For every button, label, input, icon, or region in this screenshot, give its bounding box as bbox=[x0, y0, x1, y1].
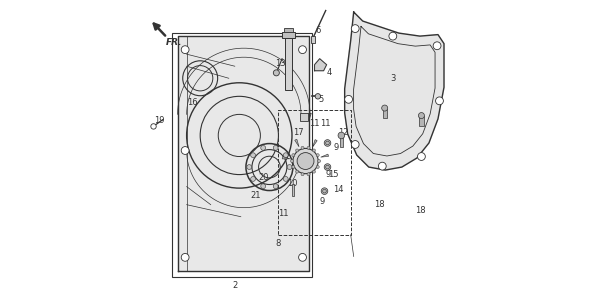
Circle shape bbox=[301, 146, 304, 149]
Circle shape bbox=[287, 165, 292, 169]
Circle shape bbox=[297, 153, 314, 169]
Text: 3: 3 bbox=[390, 74, 395, 83]
Polygon shape bbox=[178, 36, 309, 271]
Circle shape bbox=[299, 253, 306, 261]
Polygon shape bbox=[345, 12, 444, 170]
Circle shape bbox=[283, 176, 288, 181]
Circle shape bbox=[273, 184, 278, 189]
Text: 9: 9 bbox=[326, 170, 331, 179]
Circle shape bbox=[418, 113, 424, 119]
Text: 15: 15 bbox=[328, 170, 339, 179]
Circle shape bbox=[290, 160, 293, 163]
Text: 20: 20 bbox=[258, 173, 268, 182]
Text: 19: 19 bbox=[154, 116, 164, 125]
Text: 5: 5 bbox=[318, 95, 323, 104]
Circle shape bbox=[292, 154, 295, 157]
Circle shape bbox=[418, 153, 425, 160]
Text: 13: 13 bbox=[274, 59, 285, 68]
Circle shape bbox=[247, 165, 252, 169]
Text: 10: 10 bbox=[287, 179, 297, 188]
Polygon shape bbox=[295, 139, 299, 147]
Circle shape bbox=[273, 70, 279, 76]
Circle shape bbox=[338, 132, 345, 139]
Circle shape bbox=[316, 154, 319, 157]
Circle shape bbox=[261, 145, 266, 150]
Circle shape bbox=[351, 25, 359, 33]
Text: 21: 21 bbox=[251, 191, 261, 200]
Circle shape bbox=[435, 97, 444, 105]
Text: 18: 18 bbox=[415, 206, 425, 215]
Circle shape bbox=[317, 160, 320, 163]
Text: 16: 16 bbox=[188, 98, 198, 107]
Circle shape bbox=[324, 164, 331, 170]
Circle shape bbox=[315, 94, 320, 99]
Text: 9: 9 bbox=[333, 143, 338, 152]
Circle shape bbox=[251, 176, 255, 181]
Circle shape bbox=[292, 166, 295, 169]
Text: 12: 12 bbox=[338, 128, 349, 137]
Circle shape bbox=[321, 188, 328, 194]
Circle shape bbox=[389, 32, 396, 40]
Text: 11: 11 bbox=[320, 119, 330, 128]
Text: 18: 18 bbox=[374, 200, 385, 209]
Circle shape bbox=[345, 95, 352, 103]
Text: 8: 8 bbox=[276, 239, 281, 248]
Polygon shape bbox=[314, 59, 327, 71]
Polygon shape bbox=[282, 157, 290, 159]
Circle shape bbox=[316, 166, 319, 169]
Circle shape bbox=[307, 173, 310, 176]
Text: 14: 14 bbox=[333, 185, 344, 194]
Polygon shape bbox=[321, 154, 329, 157]
Circle shape bbox=[313, 149, 316, 152]
Circle shape bbox=[307, 146, 310, 149]
Bar bbox=[286, 38, 292, 90]
Circle shape bbox=[433, 42, 441, 50]
Circle shape bbox=[181, 147, 189, 154]
Bar bbox=[283, 32, 295, 38]
Bar bbox=[292, 184, 294, 196]
Circle shape bbox=[313, 170, 316, 173]
Circle shape bbox=[273, 145, 278, 150]
Text: 7: 7 bbox=[306, 113, 312, 122]
Circle shape bbox=[378, 162, 386, 170]
Circle shape bbox=[181, 253, 189, 261]
Bar bbox=[382, 109, 387, 118]
Text: 6: 6 bbox=[315, 26, 320, 35]
Text: 9: 9 bbox=[319, 197, 324, 206]
Text: FR.: FR. bbox=[166, 38, 183, 47]
Bar bbox=[278, 110, 350, 235]
Circle shape bbox=[283, 153, 288, 158]
Circle shape bbox=[296, 170, 299, 173]
Circle shape bbox=[296, 149, 299, 152]
Circle shape bbox=[351, 141, 359, 148]
Text: 17: 17 bbox=[293, 128, 303, 137]
Text: 4: 4 bbox=[327, 68, 332, 77]
Text: 2: 2 bbox=[232, 281, 237, 290]
Circle shape bbox=[301, 173, 304, 176]
Circle shape bbox=[251, 153, 255, 158]
Polygon shape bbox=[313, 140, 317, 147]
Bar bbox=[340, 136, 343, 147]
Circle shape bbox=[382, 105, 388, 111]
Bar bbox=[300, 113, 308, 121]
Circle shape bbox=[324, 140, 331, 146]
Circle shape bbox=[293, 148, 318, 174]
Bar bbox=[172, 33, 312, 277]
Circle shape bbox=[151, 124, 156, 129]
Bar bbox=[284, 28, 293, 32]
Text: 11: 11 bbox=[278, 209, 288, 218]
Bar bbox=[419, 116, 424, 126]
Circle shape bbox=[261, 184, 266, 189]
Circle shape bbox=[181, 46, 189, 54]
Bar bbox=[311, 36, 316, 43]
Circle shape bbox=[299, 46, 306, 54]
Text: 11: 11 bbox=[309, 119, 320, 128]
